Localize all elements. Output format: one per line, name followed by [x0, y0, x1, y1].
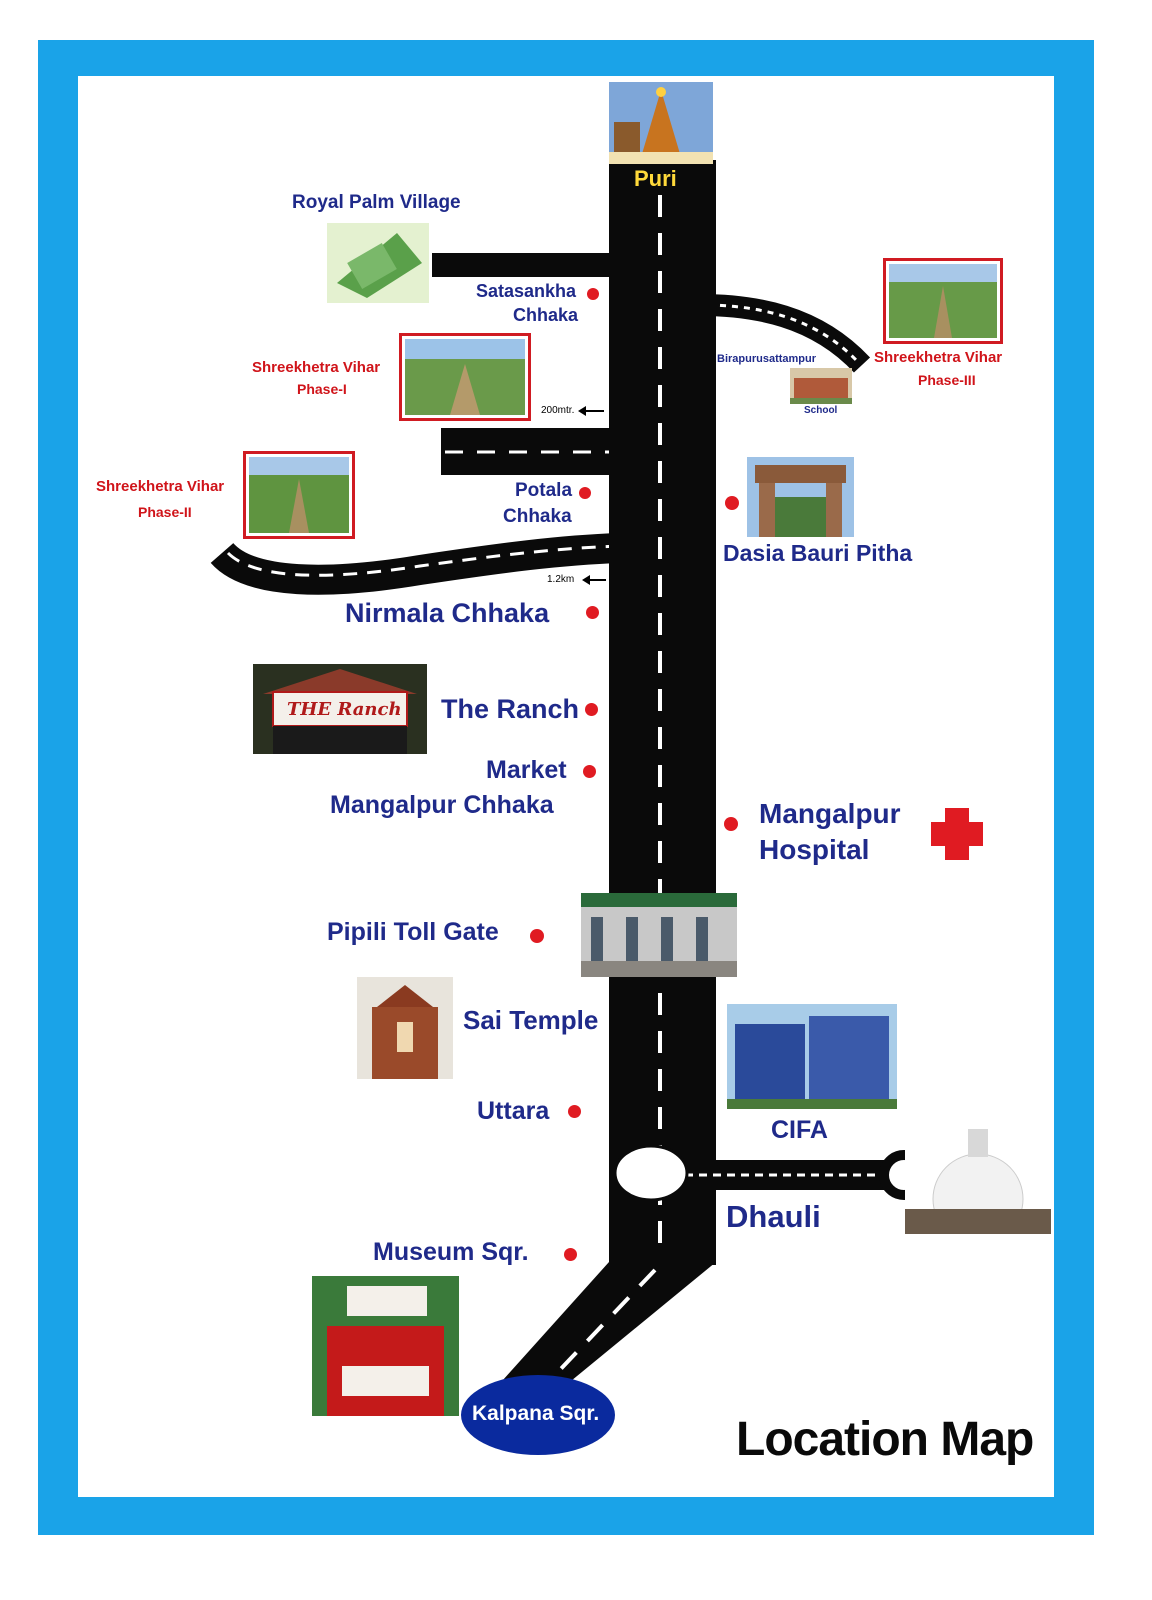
junction-roundabout	[613, 1144, 689, 1202]
school-image	[790, 368, 852, 404]
dhauli-stupa-image	[905, 1114, 1051, 1234]
arrow-left-icon-head	[582, 575, 590, 585]
puri-label: Puri	[634, 166, 677, 191]
satasankha-label-1: Satasankha	[476, 281, 577, 301]
royal-palm-village-image	[327, 223, 429, 303]
phase1-image	[399, 333, 531, 421]
school-label: School	[804, 405, 838, 416]
market-marker	[583, 765, 596, 778]
puri-temple-image	[609, 82, 713, 164]
mangalpur-chhaka-label: Mangalpur Chhaka	[330, 791, 554, 819]
museum-image	[312, 1276, 459, 1416]
phase1-label-2: Phase-I	[297, 381, 347, 397]
hospital-label-2: Hospital	[759, 834, 870, 865]
dasia-marker	[725, 496, 739, 510]
ranch-marker	[585, 703, 598, 716]
birapurusattampur-label: Birapurusattampur	[717, 353, 817, 365]
dhauli-label: Dhauli	[726, 1199, 821, 1234]
map-title: Location Map	[736, 1413, 1034, 1466]
phase1-label-1: Shreekhetra Vihar	[252, 359, 381, 376]
uttara-label: Uttara	[477, 1097, 550, 1125]
the-ranch-image: THE Ranch	[253, 664, 427, 754]
phase2-label-1: Shreekhetra Vihar	[96, 478, 225, 495]
ranch-label: The Ranch	[441, 694, 580, 724]
phase2-image	[243, 451, 355, 539]
kalpana-label: Kalpana Sqr.	[472, 1402, 600, 1425]
uttara-marker	[568, 1105, 581, 1118]
pipili-marker	[530, 929, 544, 943]
satasankha-marker	[587, 288, 599, 300]
cifa-image	[727, 1004, 897, 1109]
phase3-label-1: Shreekhetra Vihar	[874, 349, 1003, 366]
sai-temple-label: Sai Temple	[463, 1005, 599, 1035]
kalpana-badge	[461, 1375, 615, 1455]
dasia-label: Dasia Bauri Pitha	[723, 540, 913, 566]
pipili-toll-gate-image	[581, 893, 737, 977]
dasia-bauri-pitha-image	[747, 457, 854, 537]
nirmala-marker	[586, 606, 599, 619]
arrow-left-icon-head	[578, 406, 586, 416]
potala-label-1: Potala	[515, 480, 573, 501]
distance-1-2km-label: 1.2km	[547, 574, 575, 585]
nirmala-label: Nirmala Chhaka	[345, 598, 550, 628]
museum-marker	[564, 1248, 577, 1261]
potala-marker	[579, 487, 591, 499]
potala-label-2: Chhaka	[503, 506, 572, 527]
road-phase2-branch	[210, 533, 621, 595]
road-phase3-branch-centerline	[671, 303, 860, 364]
pipili-label: Pipili Toll Gate	[327, 918, 499, 946]
distance-200m-label: 200mtr.	[541, 405, 575, 416]
royal-palm-label: Royal Palm Village	[292, 192, 461, 213]
hospital-label-1: Mangalpur	[759, 798, 901, 829]
museum-label: Museum Sqr.	[373, 1238, 529, 1266]
phase3-label-2: Phase-III	[918, 372, 976, 388]
sai-temple-image	[357, 977, 453, 1079]
market-label: Market	[486, 756, 567, 784]
ranch-sign-text: THE Ranch	[287, 699, 402, 720]
phase3-image	[883, 258, 1003, 344]
cifa-label: CIFA	[771, 1116, 828, 1144]
phase2-label-2: Phase-II	[138, 504, 192, 520]
red-cross-icon	[931, 808, 983, 860]
road-royal-palm-branch	[432, 253, 612, 277]
road-diagonal-centerline	[553, 1268, 657, 1377]
road-main-highway	[609, 160, 716, 1265]
hospital-marker	[724, 817, 738, 831]
road-phase2-branch-centerline	[226, 544, 621, 577]
satasankha-label-2: Chhaka	[513, 305, 579, 325]
road-kalpana-diagonal	[494, 1262, 716, 1390]
